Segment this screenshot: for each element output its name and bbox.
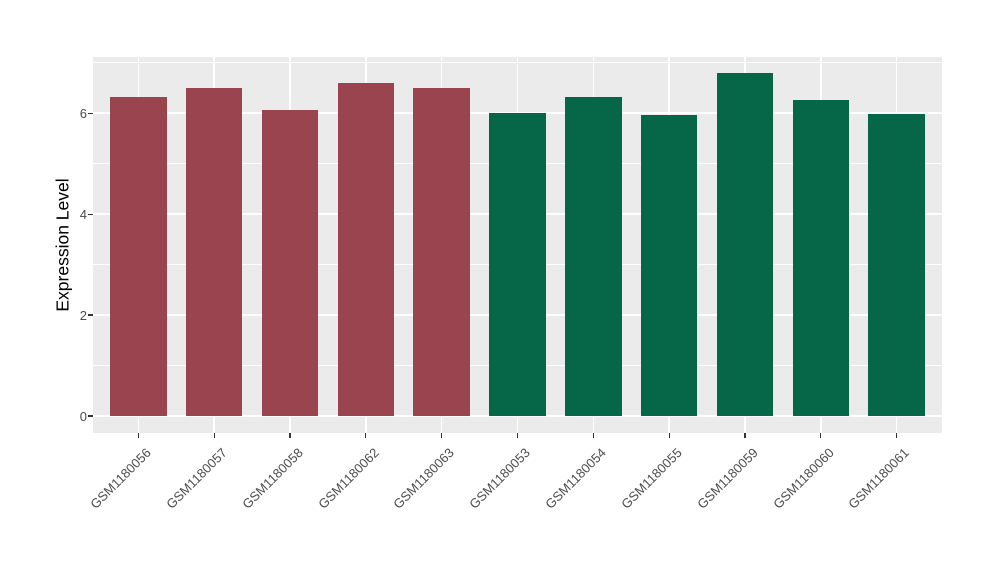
x-tick-mark (365, 433, 367, 438)
x-tick-mark (516, 433, 519, 438)
y-tick-label: 0 (79, 408, 87, 424)
x-tick-label: GSM1180061 (845, 445, 913, 512)
bar-GSM1180053 (489, 113, 546, 416)
x-tick-label: GSM1180054 (542, 445, 609, 512)
x-tick-label: GSM1180057 (163, 445, 230, 512)
x-tick-mark (289, 433, 291, 438)
x-tick-label: GSM1180059 (693, 445, 761, 512)
x-tick-label: GSM1180058 (238, 445, 306, 512)
bar-GSM1180056 (110, 97, 167, 416)
y-tick-label: 4 (79, 206, 87, 222)
x-tick-mark (213, 433, 215, 438)
bar-GSM1180058 (261, 109, 319, 416)
bar-GSM1180060 (792, 100, 850, 416)
bar-GSM1180055 (640, 115, 698, 416)
x-tick-mark (441, 433, 443, 438)
x-tick-label: GSM1180056 (87, 445, 154, 512)
y-tick-mark (88, 314, 93, 316)
bar-GSM1180062 (337, 83, 395, 416)
x-tick-mark (592, 433, 594, 438)
bar-GSM1180063 (413, 88, 470, 416)
x-tick-mark (896, 433, 898, 438)
x-tick-label: GSM1180055 (618, 445, 685, 512)
x-tick-label: GSM1180063 (390, 445, 458, 512)
y-axis-title: Expression Level (52, 178, 73, 312)
y-tick-mark (88, 112, 93, 114)
plot-panel (93, 57, 942, 433)
y-tick-mark (88, 415, 93, 417)
y-tick-label: 2 (79, 307, 87, 323)
x-tick-mark (137, 433, 139, 438)
bar-GSM1180061 (868, 113, 925, 416)
x-tick-mark (820, 433, 822, 438)
x-tick-label: GSM1180053 (466, 445, 534, 512)
y-tick-mark (88, 213, 93, 215)
bar-GSM1180054 (565, 97, 622, 416)
y-tick-label: 6 (79, 105, 87, 121)
x-tick-mark (744, 433, 746, 438)
bar-GSM1180059 (716, 73, 774, 416)
x-tick-label: GSM1180060 (769, 445, 837, 512)
x-tick-label: GSM1180062 (314, 445, 382, 512)
bar-GSM1180057 (185, 87, 243, 416)
x-tick-mark (668, 433, 670, 438)
